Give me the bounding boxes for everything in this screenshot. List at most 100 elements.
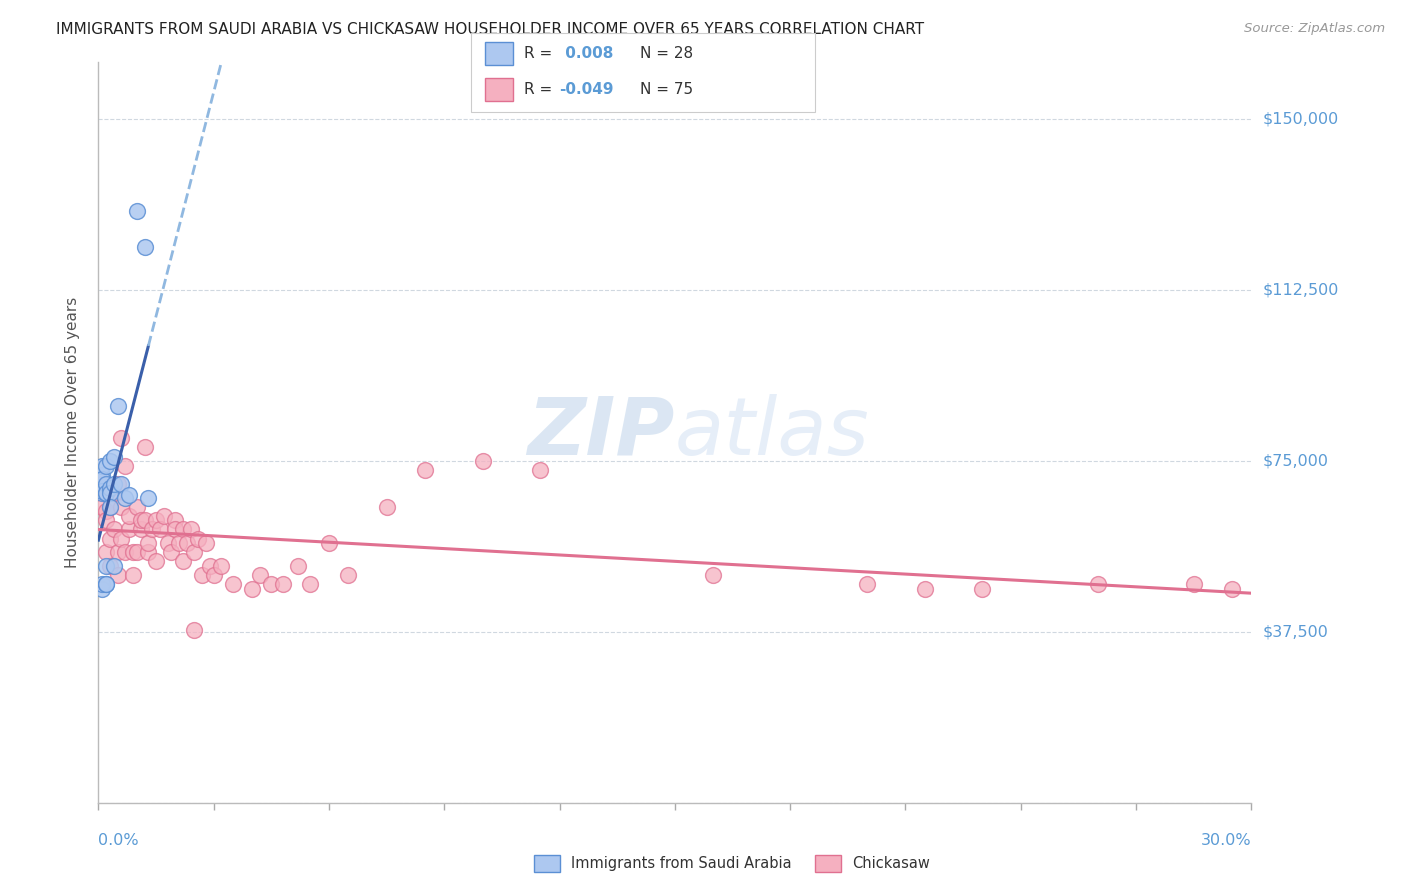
- Point: [107, 568, 129, 582]
- Point: [1182, 577, 1205, 591]
- Point: [149, 523, 172, 537]
- Point: [249, 568, 271, 582]
- Point: [94, 545, 117, 559]
- Point: [91, 476, 114, 491]
- Point: [318, 536, 340, 550]
- Text: Immigrants from Saudi Arabia: Immigrants from Saudi Arabia: [571, 856, 792, 871]
- Point: [118, 508, 141, 523]
- Point: [138, 545, 160, 559]
- Point: [271, 577, 294, 591]
- Point: [298, 577, 321, 591]
- Point: [94, 476, 117, 491]
- Point: [94, 577, 117, 591]
- Point: [183, 623, 205, 637]
- Point: [114, 491, 136, 505]
- Point: [98, 482, 121, 496]
- Point: [240, 582, 263, 596]
- Text: N = 28: N = 28: [640, 46, 693, 61]
- Point: [180, 523, 202, 537]
- Point: [152, 508, 174, 523]
- Text: $150,000: $150,000: [1263, 112, 1339, 127]
- Text: atlas: atlas: [675, 393, 870, 472]
- Point: [287, 558, 309, 573]
- Point: [183, 545, 205, 559]
- Point: [98, 454, 121, 468]
- Point: [125, 500, 148, 514]
- Point: [103, 476, 125, 491]
- Point: [156, 536, 179, 550]
- Point: [94, 486, 117, 500]
- Point: [98, 500, 121, 514]
- Point: [222, 577, 245, 591]
- Point: [91, 472, 114, 486]
- Y-axis label: Householder Income Over 65 years: Householder Income Over 65 years: [65, 297, 80, 568]
- Point: [110, 532, 132, 546]
- Point: [125, 203, 148, 218]
- Point: [98, 558, 121, 573]
- Point: [94, 504, 117, 518]
- Point: [91, 582, 114, 596]
- Point: [107, 545, 129, 559]
- Point: [103, 523, 125, 537]
- Point: [167, 536, 190, 550]
- Point: [160, 545, 183, 559]
- Point: [114, 545, 136, 559]
- Point: [103, 558, 125, 573]
- Point: [118, 488, 141, 502]
- Point: [1087, 577, 1109, 591]
- Text: N = 75: N = 75: [640, 82, 693, 96]
- Point: [98, 486, 121, 500]
- Point: [134, 513, 156, 527]
- Point: [94, 458, 117, 473]
- Point: [209, 558, 232, 573]
- Text: Chickasaw: Chickasaw: [852, 856, 929, 871]
- Point: [91, 467, 114, 482]
- Point: [103, 450, 125, 464]
- Point: [98, 500, 121, 514]
- Point: [107, 476, 129, 491]
- Text: 30.0%: 30.0%: [1201, 833, 1251, 848]
- Point: [107, 400, 129, 414]
- Point: [195, 536, 218, 550]
- Point: [260, 577, 283, 591]
- Point: [94, 558, 117, 573]
- Point: [1220, 582, 1243, 596]
- Point: [145, 513, 167, 527]
- Text: IMMIGRANTS FROM SAUDI ARABIA VS CHICKASAW HOUSEHOLDER INCOME OVER 65 YEARS CORRE: IMMIGRANTS FROM SAUDI ARABIA VS CHICKASA…: [56, 22, 924, 37]
- Point: [375, 500, 398, 514]
- Point: [856, 577, 879, 591]
- Point: [176, 536, 198, 550]
- Point: [134, 441, 156, 455]
- Point: [114, 458, 136, 473]
- Point: [91, 486, 114, 500]
- Point: [91, 577, 114, 591]
- Point: [98, 486, 121, 500]
- Text: ZIP: ZIP: [527, 393, 675, 472]
- Point: [134, 240, 156, 254]
- Point: [91, 500, 114, 514]
- Point: [529, 463, 551, 477]
- Point: [94, 486, 117, 500]
- Point: [91, 458, 114, 473]
- Point: [98, 532, 121, 546]
- Point: [138, 491, 160, 505]
- Point: [91, 483, 114, 498]
- Point: [165, 513, 187, 527]
- Point: [94, 513, 117, 527]
- Point: [110, 431, 132, 445]
- Point: [972, 582, 994, 596]
- Point: [110, 500, 132, 514]
- Point: [191, 568, 214, 582]
- Text: 0.008: 0.008: [560, 46, 613, 61]
- Text: -0.049: -0.049: [560, 82, 614, 96]
- Text: $37,500: $37,500: [1263, 624, 1329, 640]
- Point: [138, 536, 160, 550]
- Point: [172, 523, 194, 537]
- Text: R =: R =: [524, 82, 558, 96]
- Point: [471, 454, 494, 468]
- Point: [118, 523, 141, 537]
- Point: [110, 476, 132, 491]
- Point: [125, 545, 148, 559]
- Text: R =: R =: [524, 46, 558, 61]
- Text: Source: ZipAtlas.com: Source: ZipAtlas.com: [1244, 22, 1385, 36]
